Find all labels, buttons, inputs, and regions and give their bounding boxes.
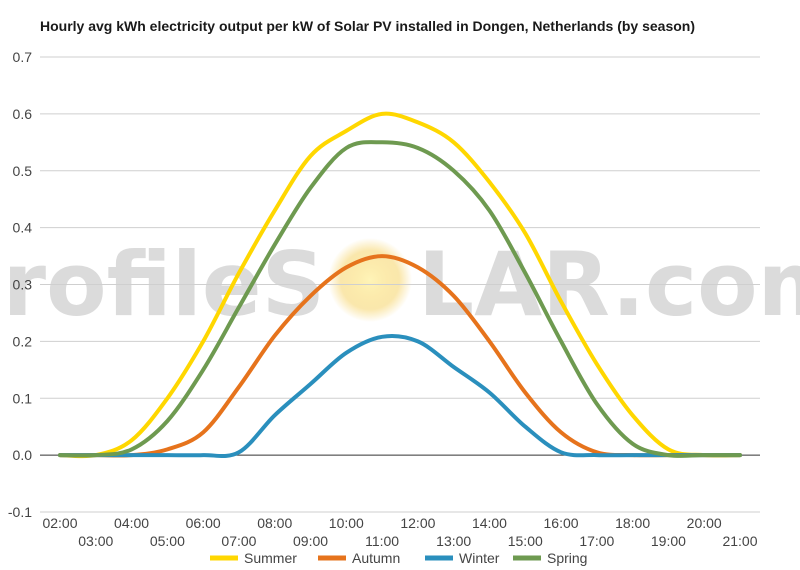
x-tick-label: 05:00 bbox=[150, 533, 185, 549]
x-tick-label: 12:00 bbox=[400, 515, 435, 531]
grid bbox=[40, 56, 760, 513]
legend-label: Winter bbox=[459, 550, 500, 566]
legend-item-summer[interactable]: Summer bbox=[210, 550, 297, 566]
x-tick-label: 17:00 bbox=[579, 533, 614, 549]
x-tick-label: 02:00 bbox=[42, 515, 77, 531]
x-tick-label: 10:00 bbox=[329, 515, 364, 531]
x-tick-label: 13:00 bbox=[436, 533, 471, 549]
y-tick-label: 0.4 bbox=[13, 220, 33, 236]
x-tick-label: 07:00 bbox=[221, 533, 256, 549]
series-line-winter bbox=[58, 334, 742, 459]
y-axis: 0.7 0.6 0.5 0.4 0.3 0.2 0.1 0.0 -0.1 bbox=[8, 49, 32, 520]
x-tick-label: 18:00 bbox=[615, 515, 650, 531]
x-tick-label: 20:00 bbox=[687, 515, 722, 531]
y-tick-label: 0.6 bbox=[13, 106, 33, 122]
y-tick-label: 0.2 bbox=[13, 333, 33, 349]
x-tick-label: 19:00 bbox=[651, 533, 686, 549]
legend-item-spring[interactable]: Spring bbox=[513, 550, 587, 566]
chart-title: Hourly avg kWh electricity output per kW… bbox=[40, 18, 695, 34]
y-tick-label: 0.1 bbox=[13, 390, 33, 406]
sun-logo-icon bbox=[328, 238, 412, 322]
x-tick-label: 11:00 bbox=[365, 533, 399, 549]
x-tick-label: 08:00 bbox=[257, 515, 292, 531]
x-tick-label: 09:00 bbox=[293, 533, 328, 549]
legend-item-winter[interactable]: Winter bbox=[425, 550, 500, 566]
series-line-spring bbox=[58, 140, 742, 458]
legend[interactable]: Summer Autumn Winter Spring bbox=[210, 550, 587, 566]
x-tick-label: 06:00 bbox=[186, 515, 221, 531]
x-tick-label: 21:00 bbox=[722, 533, 757, 549]
legend-label: Autumn bbox=[352, 550, 400, 566]
series-line-summer bbox=[58, 111, 742, 459]
legend-label: Spring bbox=[547, 550, 587, 566]
y-tick-label: 0.7 bbox=[13, 49, 33, 65]
x-tick-label: 03:00 bbox=[78, 533, 113, 549]
x-tick-label: 15:00 bbox=[508, 533, 543, 549]
y-tick-label: 0.3 bbox=[13, 277, 33, 293]
series-lines bbox=[58, 111, 742, 459]
x-tick-label: 14:00 bbox=[472, 515, 507, 531]
legend-label: Summer bbox=[244, 550, 297, 566]
x-axis: 02:0003:0004:0005:0006:0007:0008:0009:00… bbox=[42, 515, 757, 549]
y-tick-label: 0.5 bbox=[13, 163, 33, 179]
x-tick-label: 04:00 bbox=[114, 515, 149, 531]
y-tick-label: -0.1 bbox=[8, 504, 32, 520]
y-tick-label: 0.0 bbox=[13, 447, 33, 463]
legend-item-autumn[interactable]: Autumn bbox=[318, 550, 400, 566]
x-tick-label: 16:00 bbox=[544, 515, 579, 531]
